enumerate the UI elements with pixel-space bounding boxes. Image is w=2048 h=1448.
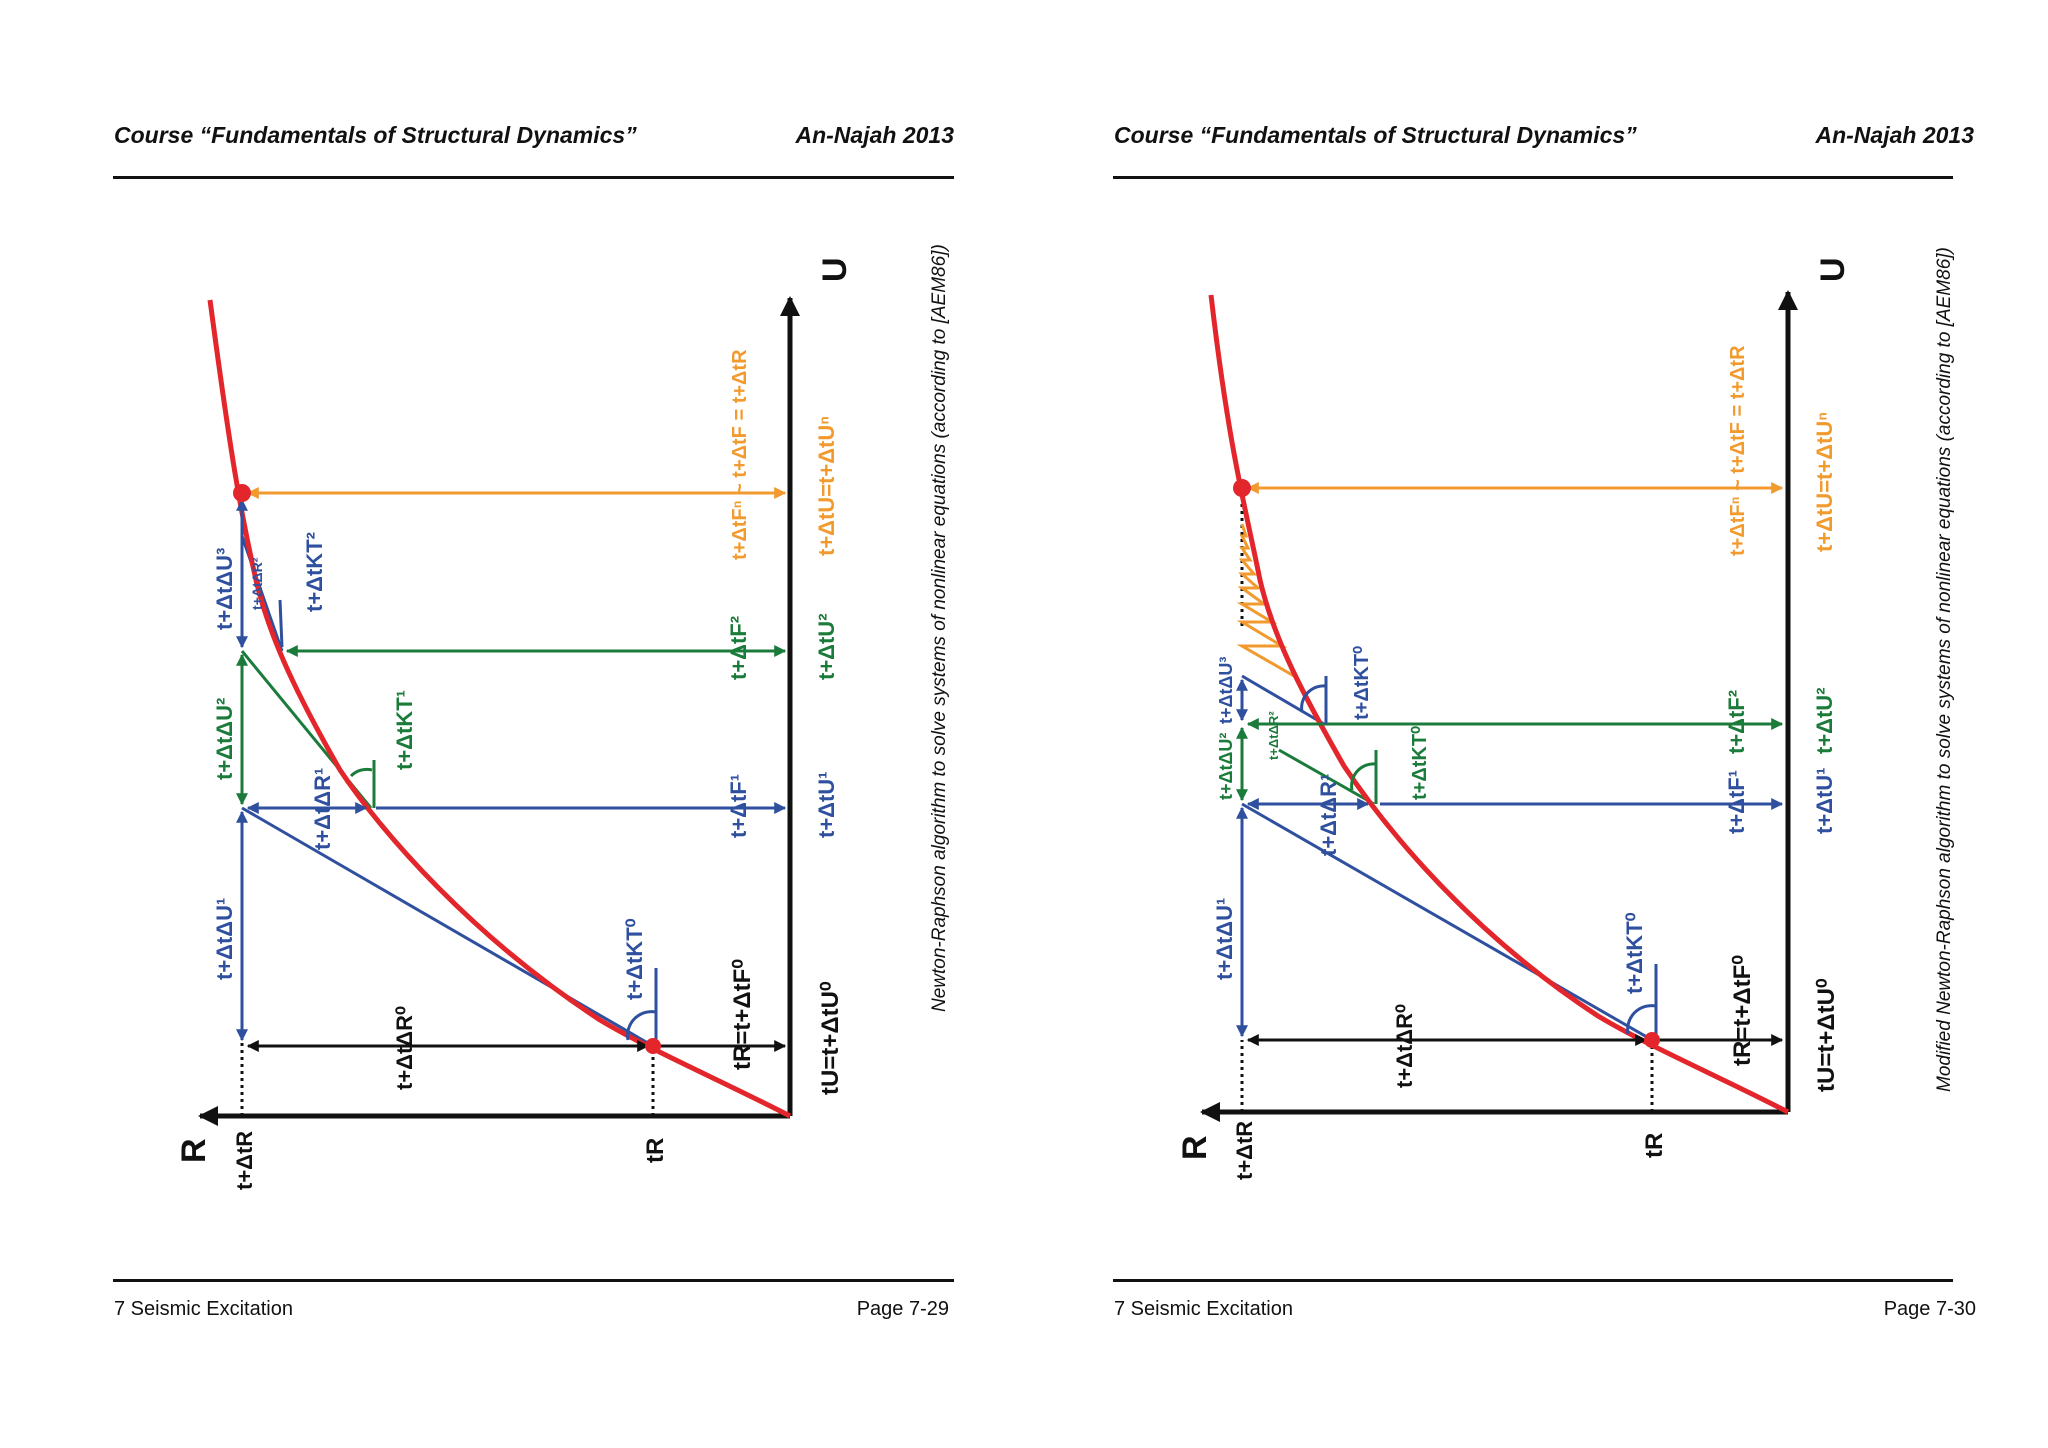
k0-angle-3 bbox=[1300, 684, 1327, 713]
k0-angle-1 bbox=[1626, 1004, 1657, 1035]
label-K2: t+ΔtKT² bbox=[302, 532, 327, 612]
label-tR-F0: tR=t+ΔtF⁰ bbox=[1729, 955, 1756, 1066]
label-K0a: t+ΔtKT⁰ bbox=[1622, 912, 1647, 994]
footer-chapter: 7 Seismic Excitation bbox=[1114, 1298, 1293, 1320]
header-right: An-Najah 2013 bbox=[795, 122, 954, 148]
axis-r-label: R bbox=[1176, 1135, 1214, 1160]
point-final bbox=[233, 484, 251, 502]
modified-newton-raphson-figure: U R t+ΔtR tR t+ΔtΔR⁰ t+ΔtΔU¹ t+ΔtΔR¹ t+Δ… bbox=[1176, 257, 1852, 1180]
footer-rule bbox=[1113, 1279, 1953, 1282]
point-final bbox=[1233, 479, 1251, 497]
label-F2: t+ΔtF² bbox=[726, 616, 751, 680]
header-title: Course “Fundamentals of Structural Dynam… bbox=[1114, 122, 1637, 148]
footer-page-number: Page 7-30 bbox=[1883, 1298, 1976, 1320]
header-rule bbox=[113, 176, 954, 179]
label-dR2: t+ΔtΔR² bbox=[1266, 711, 1281, 760]
label-tR-F0: tR=t+ΔtF⁰ bbox=[729, 959, 756, 1070]
label-K0b: t+ΔtKT⁰ bbox=[1409, 726, 1431, 800]
header-right: An-Najah 2013 bbox=[1815, 122, 1974, 148]
label-F1: t+ΔtF¹ bbox=[726, 774, 751, 838]
k1-angle bbox=[349, 767, 373, 778]
label-tdtR: t+ΔtR bbox=[232, 1131, 257, 1190]
label-K1: t+ΔtKT¹ bbox=[392, 690, 417, 770]
tangent-k0 bbox=[241, 806, 654, 1048]
label-dU1: t+ΔtΔU¹ bbox=[1212, 898, 1237, 980]
footer-rule bbox=[113, 1279, 954, 1282]
label-Fn: t+ΔtFⁿ ~ t+ΔtF = t+ΔtR bbox=[729, 349, 751, 560]
resistance-curve bbox=[1208, 294, 1790, 1115]
header-rule bbox=[1113, 176, 1953, 179]
label-dR0: t+ΔtΔR⁰ bbox=[392, 1006, 417, 1090]
k0-angle bbox=[626, 1010, 657, 1041]
label-dR0: t+ΔtΔR⁰ bbox=[1392, 1004, 1417, 1088]
label-dU3: t+ΔtΔU³ bbox=[1216, 657, 1236, 724]
tangent-k0-2 bbox=[1278, 748, 1375, 806]
label-K0: t+ΔtKT⁰ bbox=[622, 918, 647, 1000]
point-tR bbox=[1644, 1032, 1660, 1048]
tangent-k0-3 bbox=[1241, 674, 1325, 726]
label-dR1: t+ΔtΔR¹ bbox=[310, 768, 335, 850]
tangent-k0-1 bbox=[1241, 802, 1653, 1042]
resistance-curve bbox=[207, 299, 792, 1119]
label-tR: tR bbox=[1641, 1133, 1668, 1158]
page-right: Course “Fundamentals of Structural Dynam… bbox=[1024, 0, 2048, 1448]
label-U0: tU=t+ΔtU⁰ bbox=[1813, 978, 1840, 1092]
newton-raphson-figure: U R t+ΔtR tR t+ΔtΔR⁰ t+ΔtΔU¹ t+ΔtΔR¹ t+Δ… bbox=[175, 257, 854, 1190]
label-dU1: t+ΔtΔU¹ bbox=[212, 898, 237, 980]
label-K0c: t+ΔtKT⁰ bbox=[1351, 646, 1373, 720]
label-Un: t+ΔtU=t+ΔtUⁿ bbox=[814, 416, 839, 556]
axis-u-label: U bbox=[816, 257, 854, 282]
label-dU2: t+ΔtΔU² bbox=[1216, 733, 1236, 800]
label-dU3: t+ΔtΔU³ bbox=[212, 548, 237, 630]
label-U1: t+ΔtU¹ bbox=[814, 771, 839, 838]
label-U0: tU=t+ΔtU⁰ bbox=[817, 981, 844, 1095]
axis-u-label: U bbox=[1814, 257, 1852, 282]
label-dU2: t+ΔtΔU² bbox=[212, 698, 237, 780]
label-dR1: t+ΔtΔR¹ bbox=[1316, 774, 1341, 856]
label-F1: t+ΔtF¹ bbox=[1724, 770, 1749, 834]
label-tR: tR bbox=[642, 1138, 669, 1163]
axis-r-label: R bbox=[175, 1138, 213, 1163]
label-F2: t+ΔtF² bbox=[1724, 690, 1749, 754]
header-title: Course “Fundamentals of Structural Dynam… bbox=[114, 122, 637, 148]
label-Fn: t+ΔtFⁿ ~ t+ΔtF = t+ΔtR bbox=[1727, 345, 1749, 556]
footer-chapter: 7 Seismic Excitation bbox=[114, 1298, 293, 1320]
label-U2: t+ΔtU² bbox=[1812, 687, 1837, 754]
orange-iterations bbox=[1236, 523, 1295, 678]
label-Un: t+ΔtU=t+ΔtUⁿ bbox=[1812, 412, 1837, 552]
label-U2: t+ΔtU² bbox=[814, 613, 839, 680]
k0-angle-2 bbox=[1350, 762, 1377, 791]
label-tdtR: t+ΔtR bbox=[1232, 1121, 1257, 1180]
label-U1: t+ΔtU¹ bbox=[1812, 767, 1837, 834]
footer-page-number: Page 7-29 bbox=[856, 1298, 949, 1320]
point-tR bbox=[645, 1038, 661, 1054]
page-left: Course “Fundamentals of Structural Dynam… bbox=[113, 122, 954, 1320]
label-dR2: t+ΔtΔR² bbox=[249, 557, 265, 610]
